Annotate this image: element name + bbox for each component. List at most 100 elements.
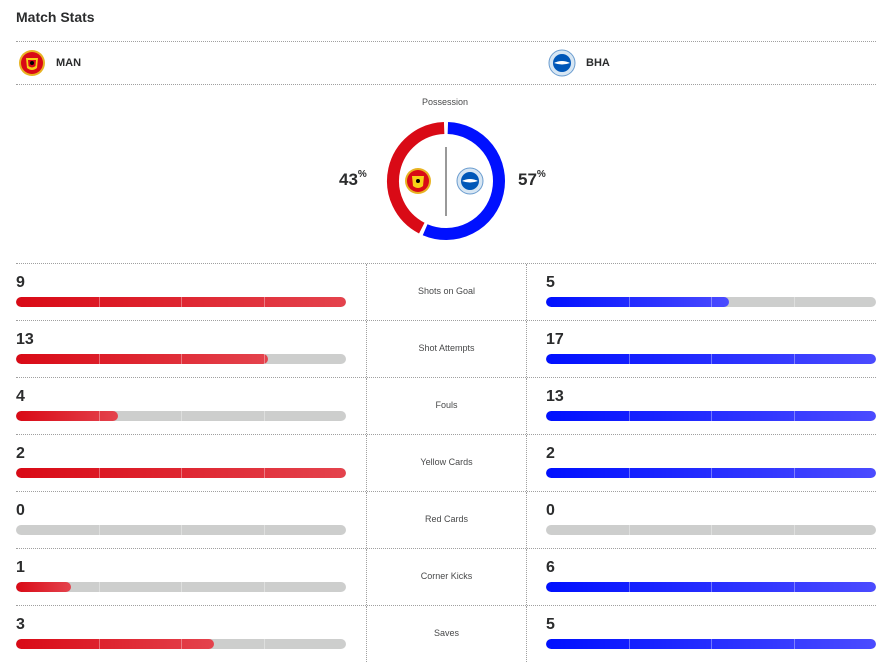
home-stat-bar [16, 411, 346, 421]
bar-segment-tick [711, 468, 712, 478]
home-stat-bar [16, 582, 346, 592]
home-possession-value: 43% [339, 169, 367, 190]
bar-segment-tick [181, 639, 182, 649]
column-divider [366, 264, 367, 320]
away-stat-bar [546, 582, 876, 592]
bar-segment-tick [181, 297, 182, 307]
stat-label: Fouls [435, 400, 458, 410]
stat-label: Yellow Cards [420, 457, 473, 467]
bar-segment-tick [98, 582, 100, 592]
bar-segment-tick [263, 525, 265, 535]
home-stat-bar [16, 354, 346, 364]
page-title: Match Stats [16, 9, 95, 25]
away-stat-bar [546, 468, 876, 478]
column-divider [526, 378, 527, 434]
bar-segment-tick [98, 525, 100, 535]
stat-row: 13 Shot Attempts 17 [16, 320, 876, 377]
stat-row: 0 Red Cards 0 [16, 491, 876, 548]
possession-label: Possession [421, 97, 469, 107]
away-stat-value: 2 [546, 445, 555, 462]
stat-row: 9 Shots on Goal 5 [16, 263, 876, 320]
bar-segment-tick [628, 468, 630, 478]
bar-segment-tick [711, 582, 712, 592]
away-stat-value: 5 [546, 616, 555, 633]
column-divider [526, 435, 527, 491]
away-possession-arc [422, 122, 505, 240]
column-divider [366, 549, 367, 605]
bar-segment-tick [711, 354, 712, 364]
away-stat-value: 5 [546, 274, 555, 291]
home-stat-value: 9 [16, 274, 25, 291]
away-stat-bar [546, 411, 876, 421]
home-stat-bar-fill [16, 582, 71, 592]
bar-segment-tick [263, 639, 265, 649]
home-stat-value: 3 [16, 616, 25, 633]
percent-sign: % [536, 169, 546, 180]
column-divider [526, 321, 527, 377]
bar-segment-tick [793, 525, 795, 535]
home-stat-bar-fill [16, 297, 346, 307]
home-stat-bar [16, 468, 346, 478]
column-divider [526, 549, 527, 605]
stat-label: Corner Kicks [420, 571, 473, 581]
bar-segment-tick [628, 411, 630, 421]
bar-segment-tick [711, 639, 712, 649]
stat-row: 4 Fouls 13 [16, 377, 876, 434]
bar-segment-tick [98, 411, 100, 421]
manchester-united-crest-icon [19, 50, 45, 76]
bar-segment-tick [793, 411, 795, 421]
home-stat-value: 0 [16, 502, 25, 519]
brighton-crest-icon [548, 49, 576, 77]
bar-segment-tick [628, 525, 630, 535]
divider [16, 84, 876, 85]
home-stat-value: 4 [16, 388, 25, 405]
bar-segment-tick [263, 354, 265, 364]
away-possession-number: 57 [518, 170, 537, 189]
home-stat-value: 2 [16, 445, 25, 462]
bar-segment-tick [181, 525, 182, 535]
away-stat-bar-fill [546, 354, 876, 364]
bar-segment-tick [793, 639, 795, 649]
percent-sign: % [357, 169, 367, 180]
column-divider [366, 435, 367, 491]
bar-segment-tick [711, 411, 712, 421]
stat-label: Shots on Goal [417, 286, 476, 296]
bar-segment-tick [98, 354, 100, 364]
stat-label: Saves [433, 628, 459, 638]
manchester-united-crest-icon [405, 168, 431, 194]
bar-segment-tick [98, 639, 100, 649]
home-stat-bar-fill [16, 354, 269, 364]
divider [16, 41, 876, 42]
away-stat-value: 6 [546, 559, 555, 576]
bar-segment-tick [263, 582, 265, 592]
bar-segment-tick [628, 582, 630, 592]
bar-segment-tick [263, 411, 265, 421]
away-stat-bar-fill [546, 582, 876, 592]
away-stat-value: 13 [546, 388, 564, 405]
away-stat-bar-fill [546, 411, 876, 421]
stat-label: Red Cards [424, 514, 469, 524]
home-team-abbr: MAN [56, 57, 82, 69]
home-stat-bar-fill [16, 411, 118, 421]
column-divider [366, 321, 367, 377]
bar-segment-tick [263, 297, 265, 307]
bar-segment-tick [181, 411, 182, 421]
home-stat-value: 13 [16, 331, 34, 348]
away-stat-value: 17 [546, 331, 564, 348]
home-team[interactable]: MAN [18, 48, 81, 78]
stat-label: Shot Attempts [418, 343, 475, 353]
away-team[interactable]: BHA [548, 48, 610, 78]
column-divider [526, 492, 527, 548]
bar-segment-tick [181, 354, 182, 364]
bar-segment-tick [793, 468, 795, 478]
away-stat-bar [546, 639, 876, 649]
bar-segment-tick [98, 297, 100, 307]
bar-segment-tick [711, 297, 712, 307]
bar-segment-tick [263, 468, 265, 478]
away-possession-value: 57% [518, 169, 546, 190]
away-stat-value: 0 [546, 502, 555, 519]
bar-segment-tick [628, 354, 630, 364]
bar-segment-tick [181, 582, 182, 592]
away-stat-bar-fill [546, 468, 876, 478]
bar-segment-tick [98, 468, 100, 478]
